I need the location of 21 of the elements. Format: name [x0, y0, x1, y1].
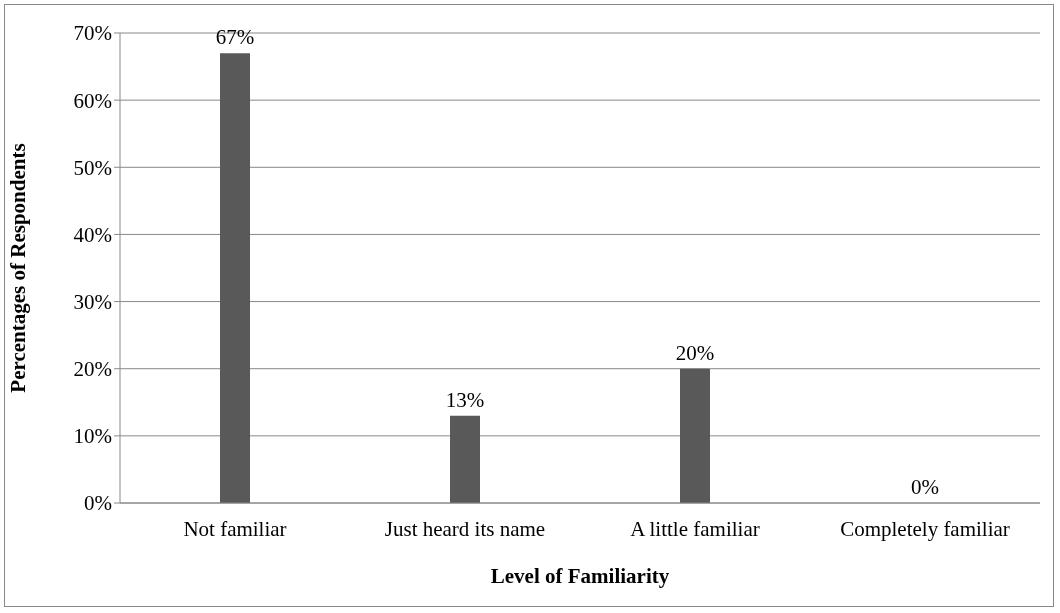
x-tick-label: Not familiar [183, 516, 287, 541]
y-tick-label: 50% [73, 155, 112, 180]
x-tick-label: Completely familiar [840, 516, 1010, 541]
y-tick-label: 20% [73, 357, 112, 382]
y-tick-label: 40% [73, 222, 112, 247]
y-tick-label: 30% [73, 290, 112, 315]
data-label: 0% [911, 475, 939, 499]
x-axis-title: Level of Familiarity [490, 564, 670, 588]
x-tick-label: A little familiar [630, 516, 760, 541]
y-tick-label: 70% [73, 21, 112, 46]
data-label: 67% [215, 25, 255, 50]
bar [680, 368, 710, 503]
bar [450, 415, 480, 503]
y-tick-label: 60% [73, 88, 112, 113]
bar [220, 53, 250, 503]
y-axis-title: Percentages of Respondents [6, 143, 31, 393]
data-label: 13% [445, 387, 485, 412]
data-label: 20% [675, 340, 715, 365]
x-tick-label: Just heard its name [384, 516, 546, 541]
y-tick-label: 10% [73, 424, 112, 449]
y-tick-label: 0% [84, 491, 112, 516]
